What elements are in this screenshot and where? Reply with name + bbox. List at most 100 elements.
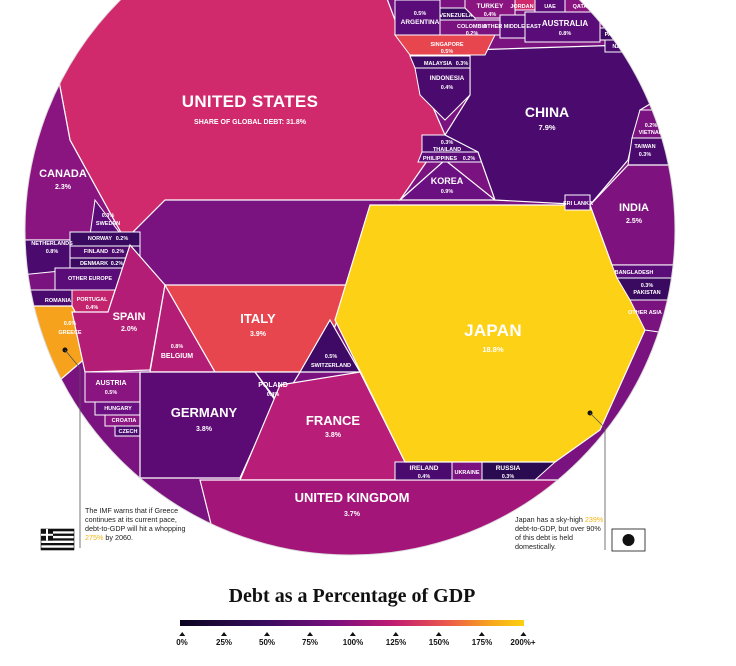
cell-turkey xyxy=(464,0,516,19)
legend-tick-150: 150% xyxy=(429,632,449,647)
cell-switzerland xyxy=(298,318,362,373)
label-venezuela: VENEZUELA xyxy=(439,13,472,19)
label-ireland: IRELAND xyxy=(410,465,439,472)
label-china: CHINA xyxy=(525,104,569,120)
label-belgium: BELGIUM xyxy=(161,353,193,360)
label-bangladesh: BANGLADESH xyxy=(615,270,654,276)
label-denmark: DENMARK xyxy=(80,261,108,267)
value-turkey: 0.4% xyxy=(484,12,497,18)
label-colombia: COLOMBIA xyxy=(457,24,487,30)
greece-note: The IMF warns that if Greece continues a… xyxy=(85,506,195,542)
legend-title: Debt as a Percentage of GDP xyxy=(228,585,476,607)
value-poland: 0.4% xyxy=(267,392,280,398)
label-greece: GREECE xyxy=(58,330,82,336)
label-uk: UNITED KINGDOM xyxy=(295,490,410,505)
cell-austria xyxy=(84,371,141,403)
label-czech: CZECH xyxy=(119,429,138,435)
cell-pakistan xyxy=(616,277,675,301)
label-jordan: JORDAN xyxy=(510,4,533,10)
value-china: 7.9% xyxy=(538,123,555,132)
value-indonesia: 0.4% xyxy=(441,85,454,91)
legend-tick-75: 75% xyxy=(302,632,318,647)
label-italy: ITALY xyxy=(240,311,276,326)
label-germany: GERMANY xyxy=(171,405,238,420)
value-greece: 0.6% xyxy=(64,321,77,327)
cell-bangladesh xyxy=(611,264,675,279)
value-italy: 3.9% xyxy=(250,331,267,338)
value-taiwan: 0.3% xyxy=(639,152,652,158)
value-argentina: 0.5% xyxy=(414,11,427,17)
value-germany: 3.8% xyxy=(196,426,213,433)
legend-tick-25: 25% xyxy=(216,632,232,647)
greece-note-end: by 2060. xyxy=(103,533,133,542)
japan-note-end: debt-to-GDP, but over 90% of this debt i… xyxy=(515,524,601,551)
value-japan: 18.8% xyxy=(482,345,504,354)
label-other-middle-east: OTHER MIDDLE EAST xyxy=(483,24,542,30)
cell-australia xyxy=(524,11,601,43)
label-qatar: QATAR xyxy=(573,4,592,10)
label-croatia: CROATIA xyxy=(112,418,137,424)
value-austria: 0.5% xyxy=(105,390,118,396)
label-taiwan: TAIWAN xyxy=(634,144,655,150)
label-france: FRANCE xyxy=(306,413,360,428)
label-india: INDIA xyxy=(619,202,649,214)
value-spain: 2.0% xyxy=(121,326,138,333)
legend-tick-100: 100% xyxy=(343,632,363,647)
value-philippines: 0.2% xyxy=(463,156,476,162)
legend-tick-125: 125% xyxy=(386,632,406,647)
label-vietnam: VIETNAM xyxy=(639,130,664,136)
legend-tick-175: 175% xyxy=(472,632,492,647)
label-pakistan: PAKISTAN xyxy=(633,290,660,296)
value-norway: 0.2% xyxy=(116,236,129,242)
value-vietnam: 0.2% xyxy=(645,123,658,129)
value-netherlands: 0.8% xyxy=(46,249,59,255)
label-ukraine: UKRAINE xyxy=(454,470,479,476)
value-russia: 0.3% xyxy=(502,474,515,480)
label-korea: KOREA xyxy=(431,176,464,186)
value-finland: 0.2% xyxy=(112,249,125,255)
value-france: 3.8% xyxy=(325,432,342,439)
label-netherlands: NETHERLANDS xyxy=(31,241,73,247)
greece-note-text: The IMF warns that if Greece continues a… xyxy=(85,506,186,533)
value-sweden: 0.3% xyxy=(102,213,115,219)
value-malaysia: 0.3% xyxy=(456,61,469,67)
label-nz: NZ xyxy=(612,44,620,50)
value-belgium: 0.8% xyxy=(171,344,184,350)
cell-korea xyxy=(398,159,497,201)
japan-note: Japan has a sky-high 239% debt-to-GDP, b… xyxy=(515,515,607,551)
label-argentina: ARGENTINA xyxy=(401,19,440,26)
cell-argentina xyxy=(394,0,441,36)
label-spain: SPAIN xyxy=(113,311,146,323)
label-switzerland: SWITZERLAND xyxy=(311,363,351,369)
value-korea: 0.9% xyxy=(441,189,454,195)
value-colombia: 0.2% xyxy=(466,31,479,37)
value-thailand: 0.3% xyxy=(441,140,454,146)
label-austria: AUSTRIA xyxy=(95,380,126,387)
label-canada: CANADA xyxy=(39,168,87,180)
label-romania: ROMANIA xyxy=(45,298,71,304)
cell-india xyxy=(589,164,675,266)
value-singapore: 0.5% xyxy=(441,49,454,55)
label-finland: FINLAND xyxy=(84,249,108,255)
label-philippines: PHILIPPINES xyxy=(423,156,458,162)
label-other-europe: OTHER EUROPE xyxy=(68,276,112,282)
value-australia: 0.8% xyxy=(559,31,572,37)
greece-leader-line xyxy=(64,349,81,548)
legend-tick-0: 0% xyxy=(176,632,188,647)
label-turkey: TURKEY xyxy=(477,3,504,10)
label-usa: UNITED STATES xyxy=(182,92,318,111)
japan-flag-icon xyxy=(611,528,646,552)
label-poland: POLAND xyxy=(258,382,288,389)
japan-leader-line xyxy=(589,412,606,550)
value-pakistan: 0.3% xyxy=(641,283,654,289)
label-australia: AUSTRALIA xyxy=(542,19,588,28)
label-malaysia: MALAYSIA xyxy=(424,61,452,67)
label-norway: NORWAY xyxy=(88,236,112,242)
label-japan: JAPAN xyxy=(464,321,522,340)
label-sri-lanka: SRI LANKA xyxy=(563,201,593,207)
value-uk: 3.7% xyxy=(344,511,361,518)
japan-note-highlight: 239% xyxy=(584,515,604,524)
legend-gradient-bar xyxy=(180,620,524,626)
value-denmark: 0.2% xyxy=(111,261,124,267)
label-singapore: SINGAPORE xyxy=(430,42,463,48)
